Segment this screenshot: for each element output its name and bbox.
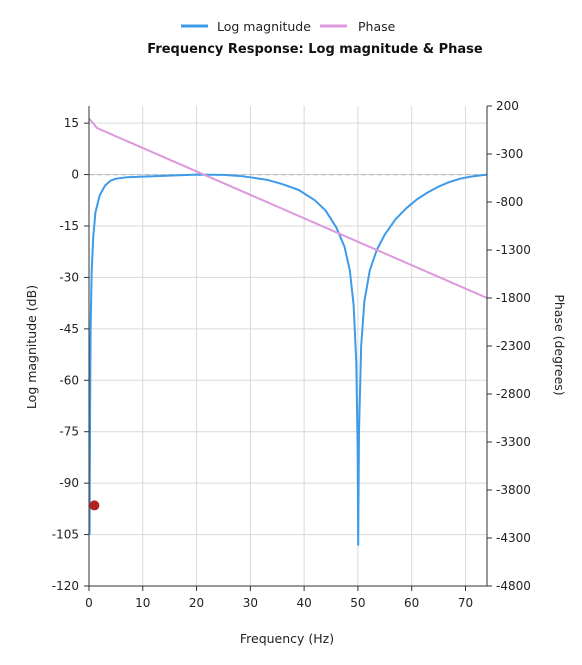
axes	[84, 105, 492, 591]
y-tick-label: -105	[52, 528, 79, 542]
x-tick-label: 60	[404, 596, 419, 610]
y-tick-label: -60	[59, 373, 79, 387]
y2-tick-label: -1800	[496, 291, 531, 305]
x-tick-label: 10	[135, 596, 150, 610]
y-tick-label: -120	[52, 579, 79, 593]
x-tick-label: 40	[296, 596, 311, 610]
x-tick-label: 0	[85, 596, 93, 610]
y2-tick-label: -300	[496, 147, 523, 161]
y2-tick-label: -2300	[496, 339, 531, 353]
y2-tick-label: 200	[496, 99, 519, 113]
y2-tick-label: -2800	[496, 387, 531, 401]
y2-tick-label: -3300	[496, 435, 531, 449]
x-tick-label: 50	[350, 596, 365, 610]
x-tick-label: 70	[458, 596, 473, 610]
series-line-phase	[89, 117, 487, 299]
x-axis-title: Frequency (Hz)	[240, 631, 334, 646]
y-tick-label: -15	[59, 219, 79, 233]
y-tick-label: 0	[71, 168, 79, 182]
legend-label-phase: Phase	[358, 19, 396, 34]
y-tick-label: -30	[59, 270, 79, 284]
y-tick-label: -75	[59, 425, 79, 439]
y-tick-label: -90	[59, 476, 79, 490]
y2-tick-label: -1300	[496, 243, 531, 257]
x-tick-label: 20	[189, 596, 204, 610]
tick-labels: 0 10 20 30 40 50 60 70 15 0 -15 -30 -45 -60 -75 -90 -105…	[52, 99, 531, 610]
y-axis-title: Log magnitude (dB)	[24, 285, 39, 409]
y2-tick-label: -800	[496, 195, 523, 209]
x-tick-label: 30	[243, 596, 258, 610]
legend: Log magnitude Phase	[181, 19, 396, 34]
plot-lines	[89, 117, 487, 546]
chart-title: Frequency Response: Log magnitude & Phas…	[147, 42, 483, 57]
legend-label-log-magnitude: Log magnitude	[217, 19, 311, 34]
y2-axis-title: Phase (degrees)	[552, 294, 567, 395]
grid	[88, 106, 487, 587]
y-tick-label: 15	[64, 116, 79, 130]
y2-tick-label: -4300	[496, 531, 531, 545]
series-line-log-magnitude	[89, 173, 487, 546]
y2-tick-label: -4800	[496, 579, 531, 593]
y-tick-label: -45	[59, 322, 79, 336]
marker-point	[89, 500, 100, 511]
y2-tick-label: -3800	[496, 483, 531, 497]
